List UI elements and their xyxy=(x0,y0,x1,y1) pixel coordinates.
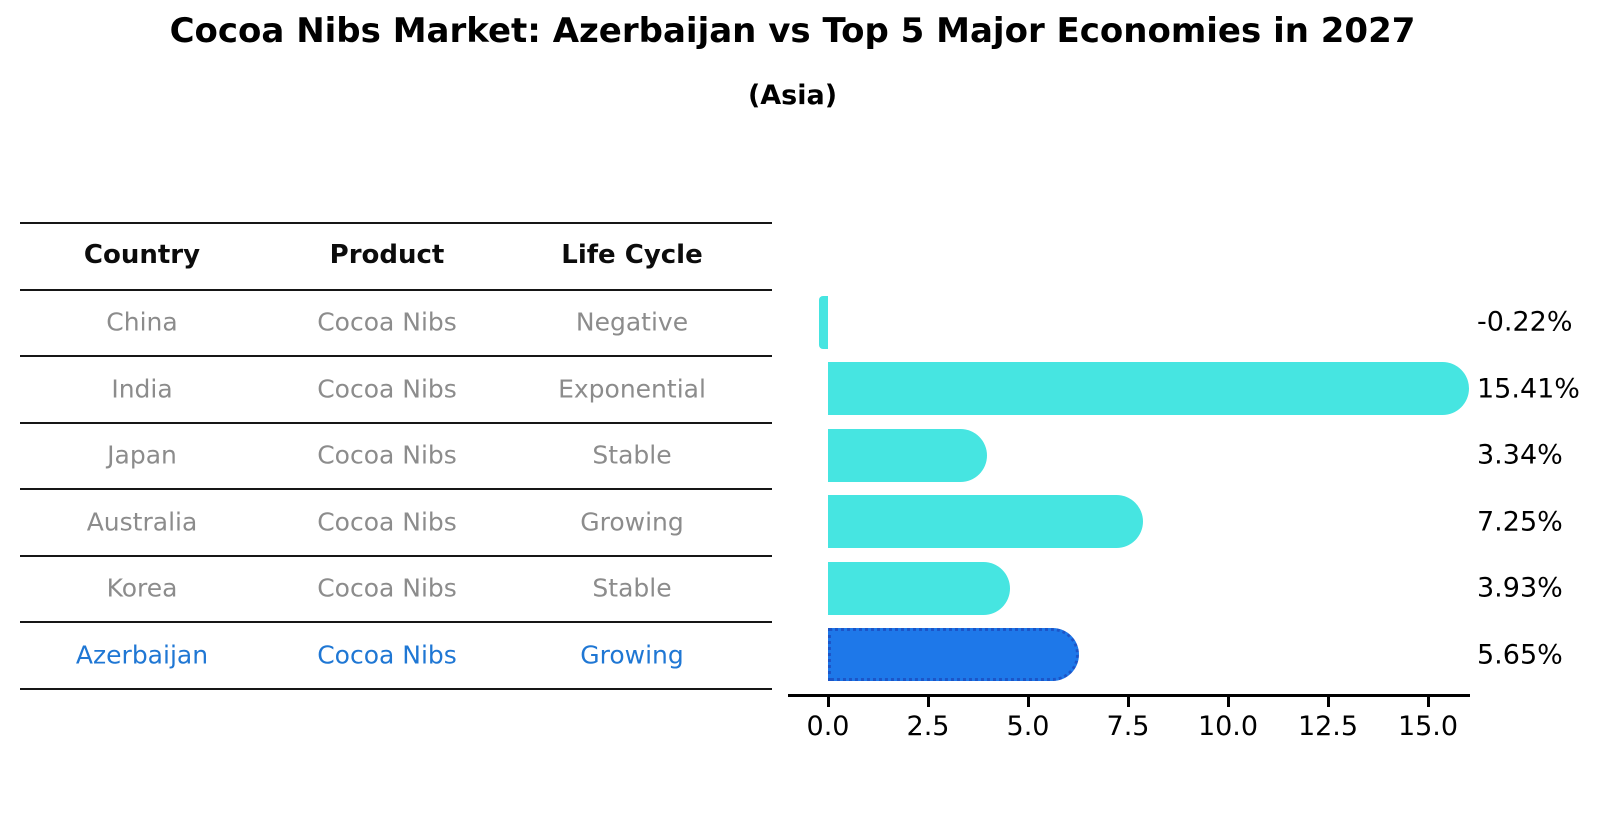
cell-japan-product: Cocoa Nibs xyxy=(317,440,457,470)
cell-australia-country: Australia xyxy=(86,507,198,536)
cell-korea-life-cycle: Stable xyxy=(592,573,672,603)
bar-japan xyxy=(828,428,987,482)
x-axis-tick xyxy=(1327,695,1330,707)
table-divider xyxy=(20,222,772,224)
table-divider xyxy=(20,421,772,424)
x-axis-tick-label: 10.0 xyxy=(1197,711,1259,742)
table-divider xyxy=(20,554,772,557)
table-divider xyxy=(20,488,772,490)
cell-india-life-cycle: Exponential xyxy=(558,374,706,403)
bar-azerbaijan xyxy=(828,628,1079,681)
x-axis-tick xyxy=(927,695,930,707)
column-header-life-cycle: Life Cycle xyxy=(561,240,703,270)
value-label-korea: 3.93% xyxy=(1477,572,1563,604)
table-divider xyxy=(20,288,772,291)
x-axis-tick xyxy=(1127,695,1130,707)
x-axis-tick-label: 7.5 xyxy=(1106,711,1150,742)
x-axis-tick-label: 2.5 xyxy=(906,711,950,742)
cell-azerbaijan-country: Azerbaijan xyxy=(75,640,209,669)
column-header-product: Product xyxy=(329,240,445,270)
column-header-country: Country xyxy=(83,240,201,270)
chart-title: Cocoa Nibs Market: Azerbaijan vs Top 5 M… xyxy=(169,11,1416,51)
value-label-australia: 7.25% xyxy=(1477,506,1563,537)
value-label-azerbaijan: 5.65% xyxy=(1477,639,1563,670)
bar-australia xyxy=(828,495,1143,548)
value-label-japan: 3.34% xyxy=(1477,439,1563,471)
bar-china xyxy=(819,295,828,349)
cell-china-country: China xyxy=(106,307,178,337)
cell-korea-product: Cocoa Nibs xyxy=(317,573,457,603)
table-divider xyxy=(20,687,772,690)
cell-japan-country: Japan xyxy=(107,440,177,470)
cell-korea-country: Korea xyxy=(106,573,178,603)
cell-australia-life-cycle: Growing xyxy=(580,507,684,536)
cell-india-product: Cocoa Nibs xyxy=(317,374,457,403)
cell-india-country: India xyxy=(111,374,173,403)
table-divider xyxy=(20,355,772,357)
x-axis-tick xyxy=(1227,695,1230,707)
cell-china-product: Cocoa Nibs xyxy=(317,307,457,337)
x-axis-tick xyxy=(1027,695,1030,707)
chart-subtitle: (Asia) xyxy=(747,80,838,111)
x-axis-tick-label: 15.0 xyxy=(1397,711,1459,742)
value-label-china: -0.22% xyxy=(1477,306,1573,338)
bar-korea xyxy=(828,561,1011,615)
cell-azerbaijan-life-cycle: Growing xyxy=(580,640,684,669)
cell-australia-product: Cocoa Nibs xyxy=(317,507,457,536)
cell-china-life-cycle: Negative xyxy=(575,307,689,337)
cell-japan-life-cycle: Stable xyxy=(592,440,672,470)
x-axis-tick xyxy=(827,695,830,707)
x-axis-tick-label: 0.0 xyxy=(806,711,850,742)
table-divider xyxy=(20,621,772,623)
bar-india xyxy=(828,362,1470,415)
cell-azerbaijan-product: Cocoa Nibs xyxy=(317,640,457,669)
value-label-india: 15.41% xyxy=(1477,373,1580,404)
x-axis-tick xyxy=(1427,695,1430,707)
x-axis-tick-label: 5.0 xyxy=(1006,711,1050,742)
x-axis-tick-label: 12.5 xyxy=(1297,711,1359,742)
